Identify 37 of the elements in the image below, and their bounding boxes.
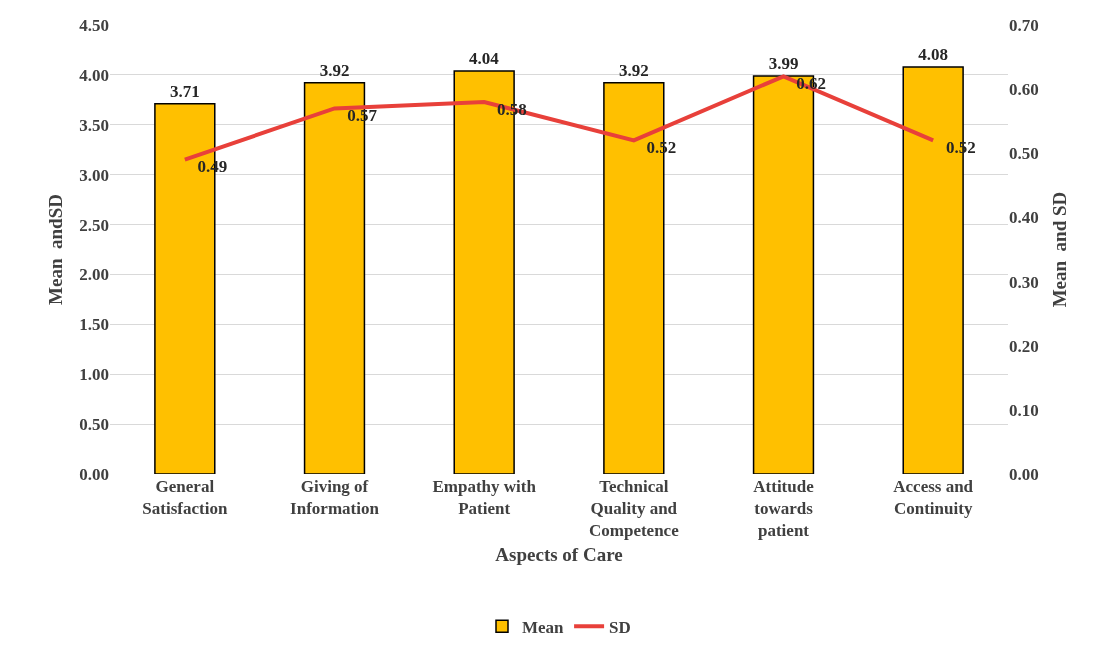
data-label: 4.04 (469, 48, 500, 68)
y-tick-label: 2.00 (79, 265, 109, 285)
y-tick-label: 2.50 (79, 215, 109, 235)
y2-tick-label: 0.40 (1009, 208, 1039, 228)
y2-tick-label: 0.10 (1009, 400, 1039, 420)
y-tick-label: 4.00 (79, 65, 109, 85)
x-axis-title: Aspects of Care (495, 544, 623, 565)
legend-label: SD (609, 617, 631, 637)
y-tick-label: 3.00 (79, 165, 109, 185)
data-label: 3.92 (618, 60, 649, 80)
data-label: 0.62 (783, 74, 826, 94)
y2-tick-label: 0.70 (1009, 15, 1039, 35)
x-tick-label: Empathy with Patient (432, 477, 537, 519)
y-tick-label: 0.50 (79, 415, 109, 435)
x-tick-label: Technical Quality and Competence (588, 477, 680, 541)
y2-tick-label: 0.00 (1009, 464, 1039, 484)
x-tick-label: General Satisfaction (142, 477, 228, 519)
data-label: 3.99 (768, 53, 799, 73)
x-tick-label: Access and Continuity (893, 477, 974, 519)
data-label: 3.92 (319, 60, 350, 80)
x-tick-label: Attitude towards patient (753, 477, 815, 541)
y2-axis-title: Mean and SD (1048, 191, 1070, 308)
legend-label: Mean (522, 617, 565, 637)
data-label: 4.08 (918, 44, 949, 64)
x-tick-label: Giving of Information (290, 477, 380, 519)
y-tick-label: 0.00 (79, 464, 109, 484)
y2-tick-label: 0.20 (1009, 336, 1039, 356)
y2-tick-label: 0.50 (1009, 144, 1039, 164)
data-label: 3.71 (169, 81, 200, 101)
y-tick-label: 3.50 (79, 115, 109, 135)
y-tick-label: 4.50 (79, 15, 109, 35)
data-label: 0.58 (484, 99, 527, 119)
y-axis-title: Mean andSD (45, 194, 66, 305)
y2-tick-label: 0.60 (1009, 80, 1039, 100)
y-tick-label: 1.50 (79, 315, 109, 335)
y-tick-label: 1.00 (79, 365, 109, 385)
y2-tick-label: 0.30 (1009, 272, 1039, 292)
